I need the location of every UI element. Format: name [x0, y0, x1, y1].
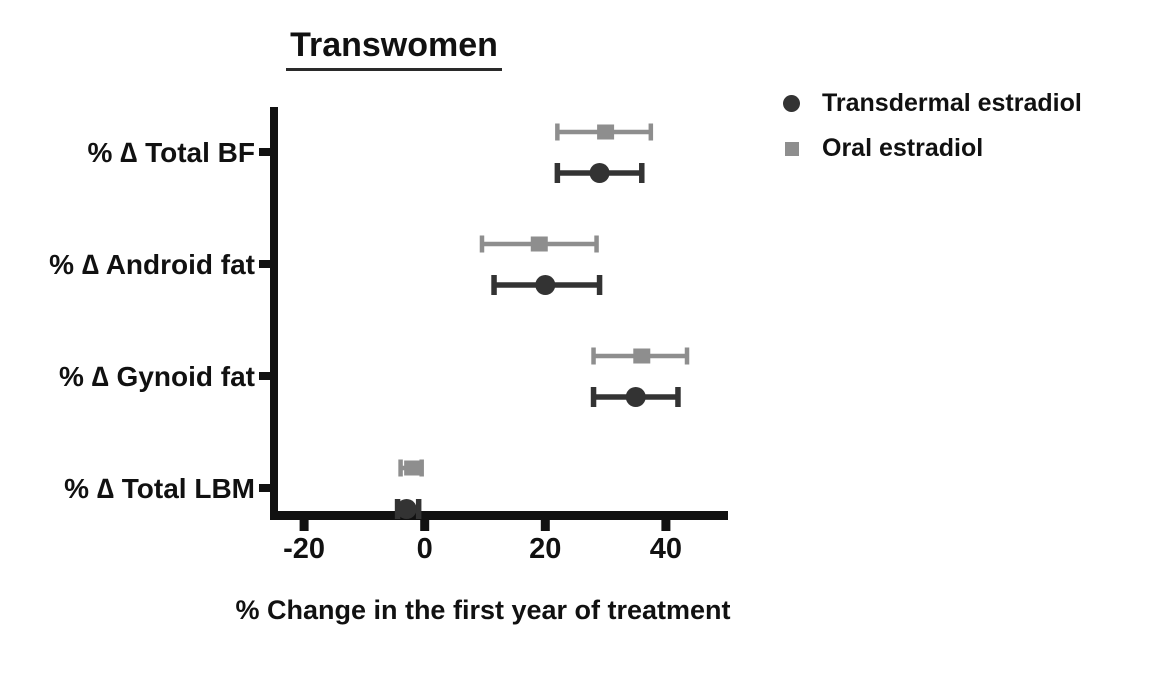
data-point-marker	[530, 236, 548, 252]
x-axis-label: % Change in the first year of treatment	[235, 595, 731, 625]
chart-title: Transwomen	[0, 26, 788, 71]
y-tick	[259, 372, 270, 380]
x-tick-label: 0	[417, 533, 433, 565]
chart-title-text: Transwomen	[286, 26, 502, 71]
category-label: % ∆ Gynoid fat	[59, 361, 255, 392]
square-marker-icon	[783, 140, 800, 157]
x-tick-label: 20	[529, 533, 561, 565]
x-tick	[299, 520, 309, 531]
x-tick	[420, 520, 430, 531]
category-label: % ∆ Total LBM	[64, 473, 255, 504]
data-point-marker	[589, 163, 610, 183]
data-point-marker	[633, 348, 651, 364]
data-point-marker	[404, 460, 422, 476]
x-tick	[661, 520, 671, 531]
data-point-marker	[535, 275, 556, 295]
x-tick-label: 40	[650, 533, 682, 565]
legend: Transdermal estradiol Oral estradiol	[768, 81, 1082, 171]
x-tick-label: -20	[283, 533, 325, 565]
y-tick	[259, 260, 270, 268]
y-tick	[259, 148, 270, 156]
x-tick	[540, 520, 550, 531]
legend-item-oral: Oral estradiol	[768, 126, 1082, 171]
category-label: % ∆ Total BF	[88, 137, 256, 168]
data-point-marker	[625, 387, 646, 407]
legend-item-transdermal: Transdermal estradiol	[768, 81, 1082, 126]
y-tick	[259, 484, 270, 492]
legend-label-transdermal: Transdermal estradiol	[822, 89, 1082, 117]
circle-marker-icon	[783, 95, 800, 112]
legend-label-oral: Oral estradiol	[822, 134, 984, 162]
data-point-marker	[396, 499, 417, 519]
category-label: % ∆ Android fat	[49, 249, 255, 280]
x-axis-line	[270, 511, 728, 520]
y-axis-line	[270, 107, 278, 520]
data-point-marker	[597, 124, 615, 140]
